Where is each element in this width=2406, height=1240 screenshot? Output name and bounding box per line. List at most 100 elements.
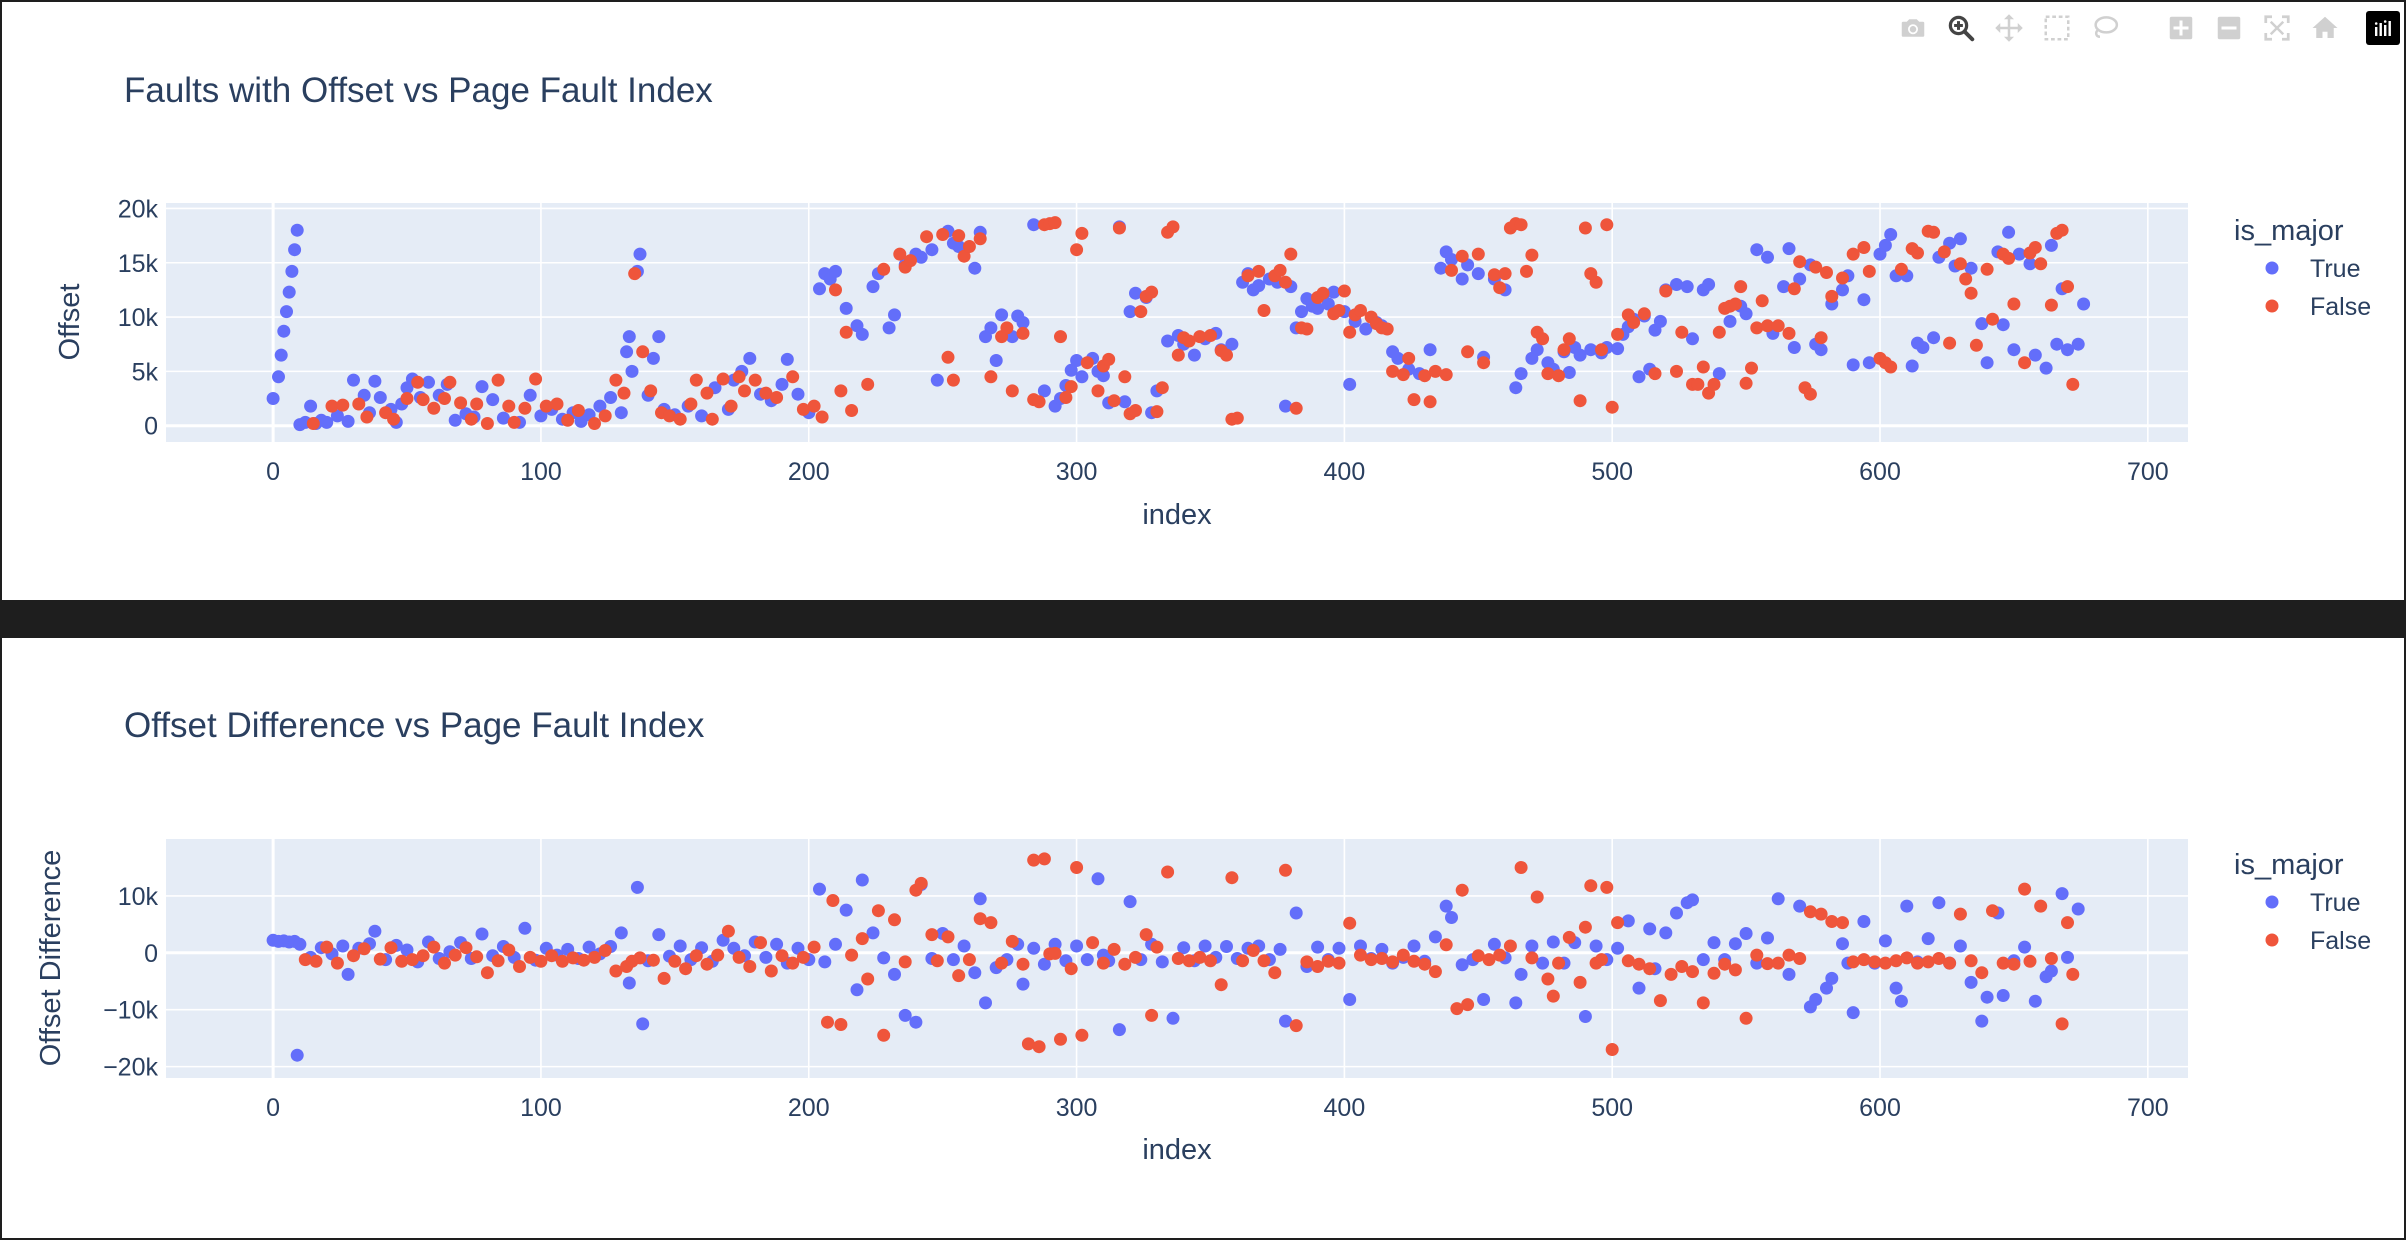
data-point[interactable] (1761, 957, 1774, 971)
data-point[interactable] (1793, 255, 1807, 269)
data-point[interactable] (2023, 954, 2037, 968)
data-point[interactable] (995, 308, 1009, 322)
data-point[interactable] (1482, 953, 1496, 967)
data-point[interactable] (368, 924, 382, 938)
data-point[interactable] (1557, 343, 1571, 357)
data-point[interactable] (1455, 272, 1469, 286)
data-point[interactable] (550, 397, 564, 411)
data-point[interactable] (1761, 319, 1774, 333)
data-point[interactable] (1054, 330, 1067, 344)
data-point[interactable] (775, 377, 789, 391)
data-point[interactable] (614, 926, 628, 940)
data-point[interactable] (266, 392, 280, 405)
data-point[interactable] (1825, 915, 1839, 928)
data-point[interactable] (1953, 257, 1967, 271)
data-point[interactable] (815, 410, 829, 424)
data-point[interactable] (1236, 954, 1250, 968)
data-point[interactable] (1862, 356, 1876, 370)
data-point[interactable] (888, 913, 901, 927)
data-point[interactable] (1316, 286, 1330, 300)
data-point[interactable] (636, 345, 650, 359)
data-point[interactable] (700, 957, 714, 971)
reset-axes-icon[interactable] (2306, 11, 2344, 45)
legend-item-false[interactable]: False (2265, 927, 2372, 955)
data-point[interactable] (416, 949, 430, 963)
data-point[interactable] (1648, 367, 1662, 381)
data-point[interactable] (834, 384, 848, 398)
data-point[interactable] (368, 374, 382, 388)
data-point[interactable] (861, 972, 875, 986)
data-point[interactable] (1279, 275, 1292, 289)
data-point[interactable] (1032, 1040, 1046, 1054)
offset-scatter-chart[interactable]: Faults with Offset vs Page Fault Index 0… (2, 2, 2404, 600)
data-point[interactable] (1016, 326, 1030, 340)
data-point[interactable] (1675, 325, 1689, 339)
data-point[interactable] (1761, 250, 1774, 264)
data-point[interactable] (330, 956, 344, 970)
data-point[interactable] (1471, 247, 1485, 261)
data-point[interactable] (290, 223, 304, 237)
data-point[interactable] (1670, 906, 1683, 920)
data-point[interactable] (1900, 899, 1914, 913)
data-point[interactable] (652, 928, 666, 942)
data-point[interactable] (1793, 272, 1807, 286)
data-point[interactable] (1996, 318, 2010, 332)
data-point[interactable] (1150, 405, 1164, 419)
data-point[interactable] (320, 940, 334, 954)
data-point[interactable] (588, 950, 601, 964)
data-point[interactable] (475, 927, 489, 941)
data-point[interactable] (622, 976, 636, 990)
data-point[interactable] (1953, 907, 1967, 921)
plot-area[interactable] (166, 203, 2188, 442)
data-point[interactable] (290, 1048, 304, 1062)
data-point[interactable] (1712, 367, 1726, 381)
data-point[interactable] (1782, 967, 1796, 981)
data-point[interactable] (1975, 966, 1989, 980)
data-point[interactable] (304, 399, 318, 413)
data-point[interactable] (2007, 343, 2021, 357)
data-point[interactable] (1498, 267, 1512, 281)
data-point[interactable] (454, 396, 468, 410)
data-point[interactable] (1428, 965, 1442, 979)
data-point[interactable] (1525, 939, 1539, 953)
data-point[interactable] (1166, 1011, 1180, 1025)
data-point[interactable] (347, 949, 360, 963)
data-point[interactable] (920, 230, 934, 244)
data-point[interactable] (1300, 955, 1314, 969)
data-point[interactable] (1321, 954, 1335, 968)
data-point[interactable] (598, 944, 612, 957)
data-point[interactable] (1921, 932, 1935, 946)
data-point[interactable] (1407, 954, 1421, 968)
data-point[interactable] (625, 364, 639, 378)
data-point[interactable] (1707, 966, 1721, 980)
data-point[interactable] (1857, 915, 1871, 928)
data-point[interactable] (1487, 937, 1501, 951)
data-point[interactable] (1905, 359, 1919, 373)
data-point[interactable] (1611, 916, 1625, 930)
data-point[interactable] (1894, 994, 1908, 1008)
data-point[interactable] (952, 969, 966, 983)
data-point[interactable] (1027, 853, 1041, 867)
data-point[interactable] (657, 971, 671, 985)
data-point[interactable] (738, 384, 751, 398)
data-point[interactable] (1439, 899, 1453, 913)
data-point[interactable] (973, 232, 987, 246)
data-point[interactable] (1075, 226, 1089, 240)
data-point[interactable] (507, 415, 521, 429)
data-point[interactable] (1632, 370, 1646, 384)
data-point[interactable] (464, 412, 478, 426)
data-point[interactable] (1728, 937, 1742, 951)
data-point[interactable] (1166, 220, 1180, 234)
data-point[interactable] (1273, 942, 1287, 956)
data-point[interactable] (1450, 1002, 1464, 1016)
data-point[interactable] (1884, 360, 1898, 374)
data-point[interactable] (845, 404, 859, 417)
data-point[interactable] (946, 373, 960, 387)
data-point[interactable] (1600, 880, 1614, 894)
data-point[interactable] (1193, 330, 1207, 344)
data-point[interactable] (1391, 351, 1405, 365)
data-point[interactable] (1771, 956, 1785, 970)
data-point[interactable] (1953, 232, 1967, 246)
data-point[interactable] (1964, 954, 1978, 968)
data-point[interactable] (1048, 937, 1062, 951)
